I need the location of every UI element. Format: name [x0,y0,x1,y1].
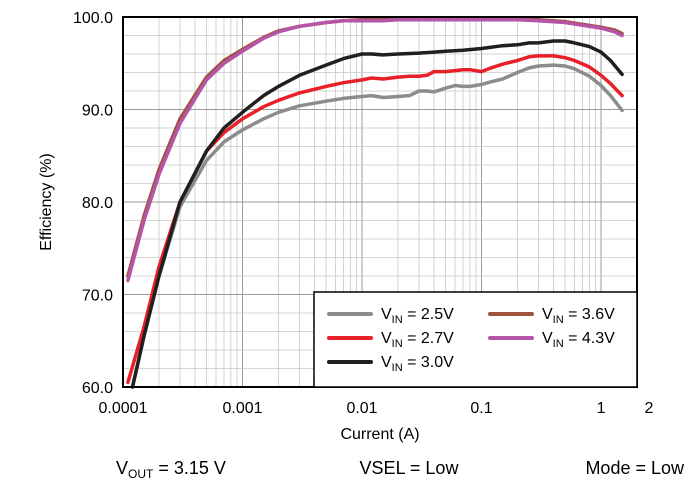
legend-label: VIN = 2.5V [381,306,454,326]
legend-label: VIN = 3.0V [381,354,454,374]
legend-label: VIN = 3.6V [542,306,615,326]
y-tick-label: 60.0 [82,380,113,397]
caption-mode: Mode = Low [585,458,685,478]
legend: VIN = 2.5V VIN = 2.7V VIN = 3.0V VIN = 3.6V… [313,291,638,388]
x-tick-label: 1 [597,400,606,417]
series-lines [126,17,624,389]
y-axis-title: Efficiency (%) [38,153,55,251]
caption-vout-subscript: OUT [128,467,154,481]
x-tick-label: 0.1 [470,400,492,417]
caption-vout-symbol: V [116,458,128,478]
x-tick-label: 2 [645,400,654,417]
y-tick-label: 70.0 [82,288,113,305]
y-tick-labels: 60.0 70.0 80.0 90.0 100.0 [73,10,113,397]
legend-label: VIN = 2.7V [381,330,454,350]
x-axis-title: Current (A) [340,426,419,443]
x-tick-label: 0.0001 [99,400,148,417]
y-tick-label: 80.0 [82,195,113,212]
caption-vout-value: = 3.15 V [153,458,226,478]
x-tick-label: 0.001 [222,400,262,417]
x-tick-labels: 0.0001 0.001 0.01 0.1 1 2 [99,400,654,417]
x-tick-label: 0.01 [346,400,377,417]
footnote-captions: VOUT = 3.15 V VSEL = Low Mode = Low [116,458,685,481]
y-tick-label: 90.0 [82,103,113,120]
series-line-3 [130,39,624,389]
legend-items: VIN = 2.5V VIN = 2.7V VIN = 3.0V VIN = 3.6V… [327,306,615,374]
series-line-1 [130,63,624,389]
caption-vout: VOUT = 3.15 V [116,458,226,481]
series-line-2 [126,54,624,385]
legend-label: VIN = 4.3V [542,330,615,350]
series-line-5 [126,18,624,283]
y-tick-label: 100.0 [73,10,113,27]
caption-vsel: VSEL = Low [360,458,460,478]
